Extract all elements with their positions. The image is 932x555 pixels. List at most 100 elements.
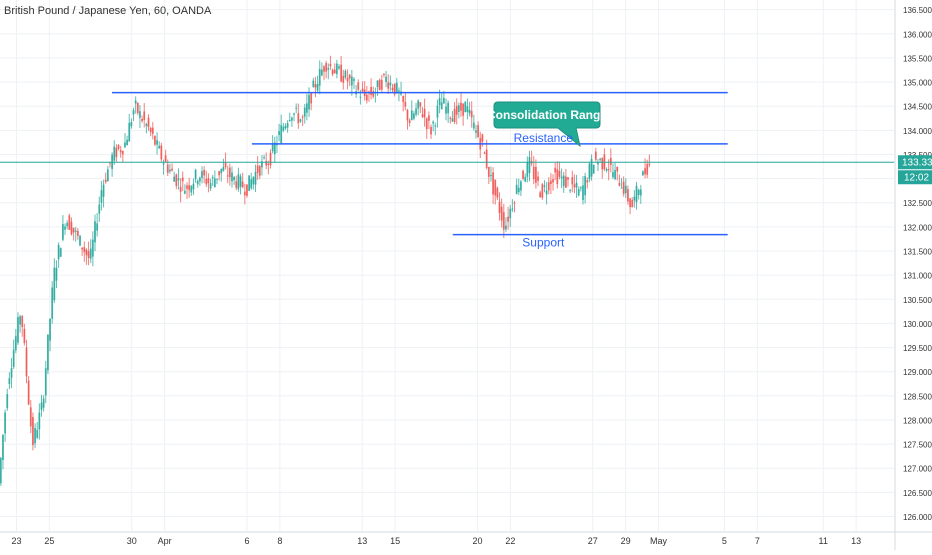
candle-body	[250, 179, 253, 189]
candle-body	[175, 174, 178, 187]
candle-body	[477, 125, 480, 138]
candle-body	[509, 208, 512, 219]
candle-body	[331, 69, 334, 75]
candle-body	[592, 164, 595, 174]
candle-body	[310, 93, 313, 104]
candle-body	[19, 316, 21, 325]
candle-body	[365, 94, 368, 101]
candle-body	[483, 152, 486, 154]
candle-body	[196, 180, 199, 185]
candle-body	[338, 66, 340, 69]
candle-body	[162, 163, 165, 165]
candle-body	[393, 83, 396, 95]
candle-body	[545, 190, 548, 195]
candle-body	[627, 189, 629, 202]
candle-body	[188, 185, 191, 191]
candle-body	[301, 116, 304, 118]
candle-body	[269, 152, 272, 166]
x-tick-label: 25	[44, 536, 54, 546]
candle-body	[494, 179, 497, 196]
candle-body	[402, 96, 405, 103]
callout-box	[493, 101, 601, 148]
candle-body	[233, 177, 236, 181]
candle-body	[119, 150, 122, 153]
candle-body	[496, 187, 499, 198]
candle-body	[644, 168, 646, 175]
candle-body	[406, 109, 409, 121]
candle-body	[601, 157, 604, 170]
candle-body	[160, 145, 163, 160]
countdown-tag: 12:02	[898, 170, 932, 185]
candle-body	[154, 136, 156, 145]
candle-body	[573, 184, 576, 188]
candle-body	[181, 177, 184, 182]
y-tick-label: 129.000	[903, 368, 932, 377]
x-tick-label: 13	[851, 536, 861, 546]
countdown-tag-bg	[898, 170, 932, 185]
candle-body	[389, 82, 392, 86]
x-tick-label: 22	[505, 536, 515, 546]
candle-body	[121, 150, 124, 155]
x-tick-label: 20	[472, 536, 482, 546]
candle-body	[560, 176, 563, 179]
candle-body	[158, 145, 161, 149]
candle-body	[267, 163, 270, 165]
candle-body	[0, 458, 2, 484]
candle-body	[218, 171, 221, 176]
candle-body	[423, 108, 426, 118]
candle-body	[91, 239, 94, 257]
candle-body	[106, 169, 109, 182]
price-axis[interactable]: 126.000 126.500 127.000 127.500 128.000 128.5…	[894, 0, 932, 550]
candle-body	[59, 248, 62, 257]
candle-body	[387, 82, 390, 89]
candle-body	[216, 178, 218, 180]
candle-body	[66, 222, 69, 227]
candle-body	[42, 398, 45, 408]
candle-body	[79, 235, 81, 246]
candle-body	[575, 182, 578, 188]
candle-body	[156, 140, 158, 145]
candle-body	[280, 125, 283, 144]
candle-body	[284, 125, 287, 129]
candle-body	[226, 175, 229, 177]
candle-body	[293, 113, 295, 115]
candle-body	[350, 76, 353, 86]
candle-body	[49, 318, 51, 341]
candle-body	[278, 131, 280, 136]
candle-body	[378, 79, 381, 91]
x-tick-label: 27	[588, 536, 598, 546]
candle-body	[132, 110, 135, 115]
candle-body	[408, 120, 411, 123]
candle-body	[616, 166, 619, 172]
candle-body	[169, 169, 171, 172]
candle-body	[34, 428, 36, 444]
x-tick-label: 23	[11, 536, 21, 546]
candle-body	[231, 172, 233, 182]
candle-body	[61, 224, 64, 240]
candle-body	[201, 171, 203, 178]
candle-body	[323, 66, 325, 72]
candle-body	[511, 208, 514, 210]
candle-body	[164, 155, 167, 162]
candle-body	[254, 172, 257, 185]
y-tick-label: 126.500	[903, 489, 932, 498]
candle-body	[438, 98, 441, 106]
candle-body	[237, 174, 240, 190]
candle-body	[12, 349, 15, 367]
candle-body	[466, 106, 469, 112]
candle-body	[222, 166, 225, 171]
candle-body	[413, 113, 415, 119]
time-axis[interactable]: 23 25 30 Apr 6 8 13 15 20 22 27 29 May 5 7 11 13	[0, 531, 932, 546]
candle-body	[192, 183, 195, 190]
candle-body	[648, 163, 651, 165]
candle-body	[344, 70, 347, 78]
candle-body	[487, 166, 490, 177]
candle-body	[263, 157, 265, 159]
candle-body	[130, 122, 133, 127]
candle-body	[228, 167, 231, 178]
candle-body	[541, 184, 544, 198]
candle-body	[179, 186, 182, 192]
candle-body	[586, 180, 589, 183]
candle-body	[139, 111, 141, 118]
